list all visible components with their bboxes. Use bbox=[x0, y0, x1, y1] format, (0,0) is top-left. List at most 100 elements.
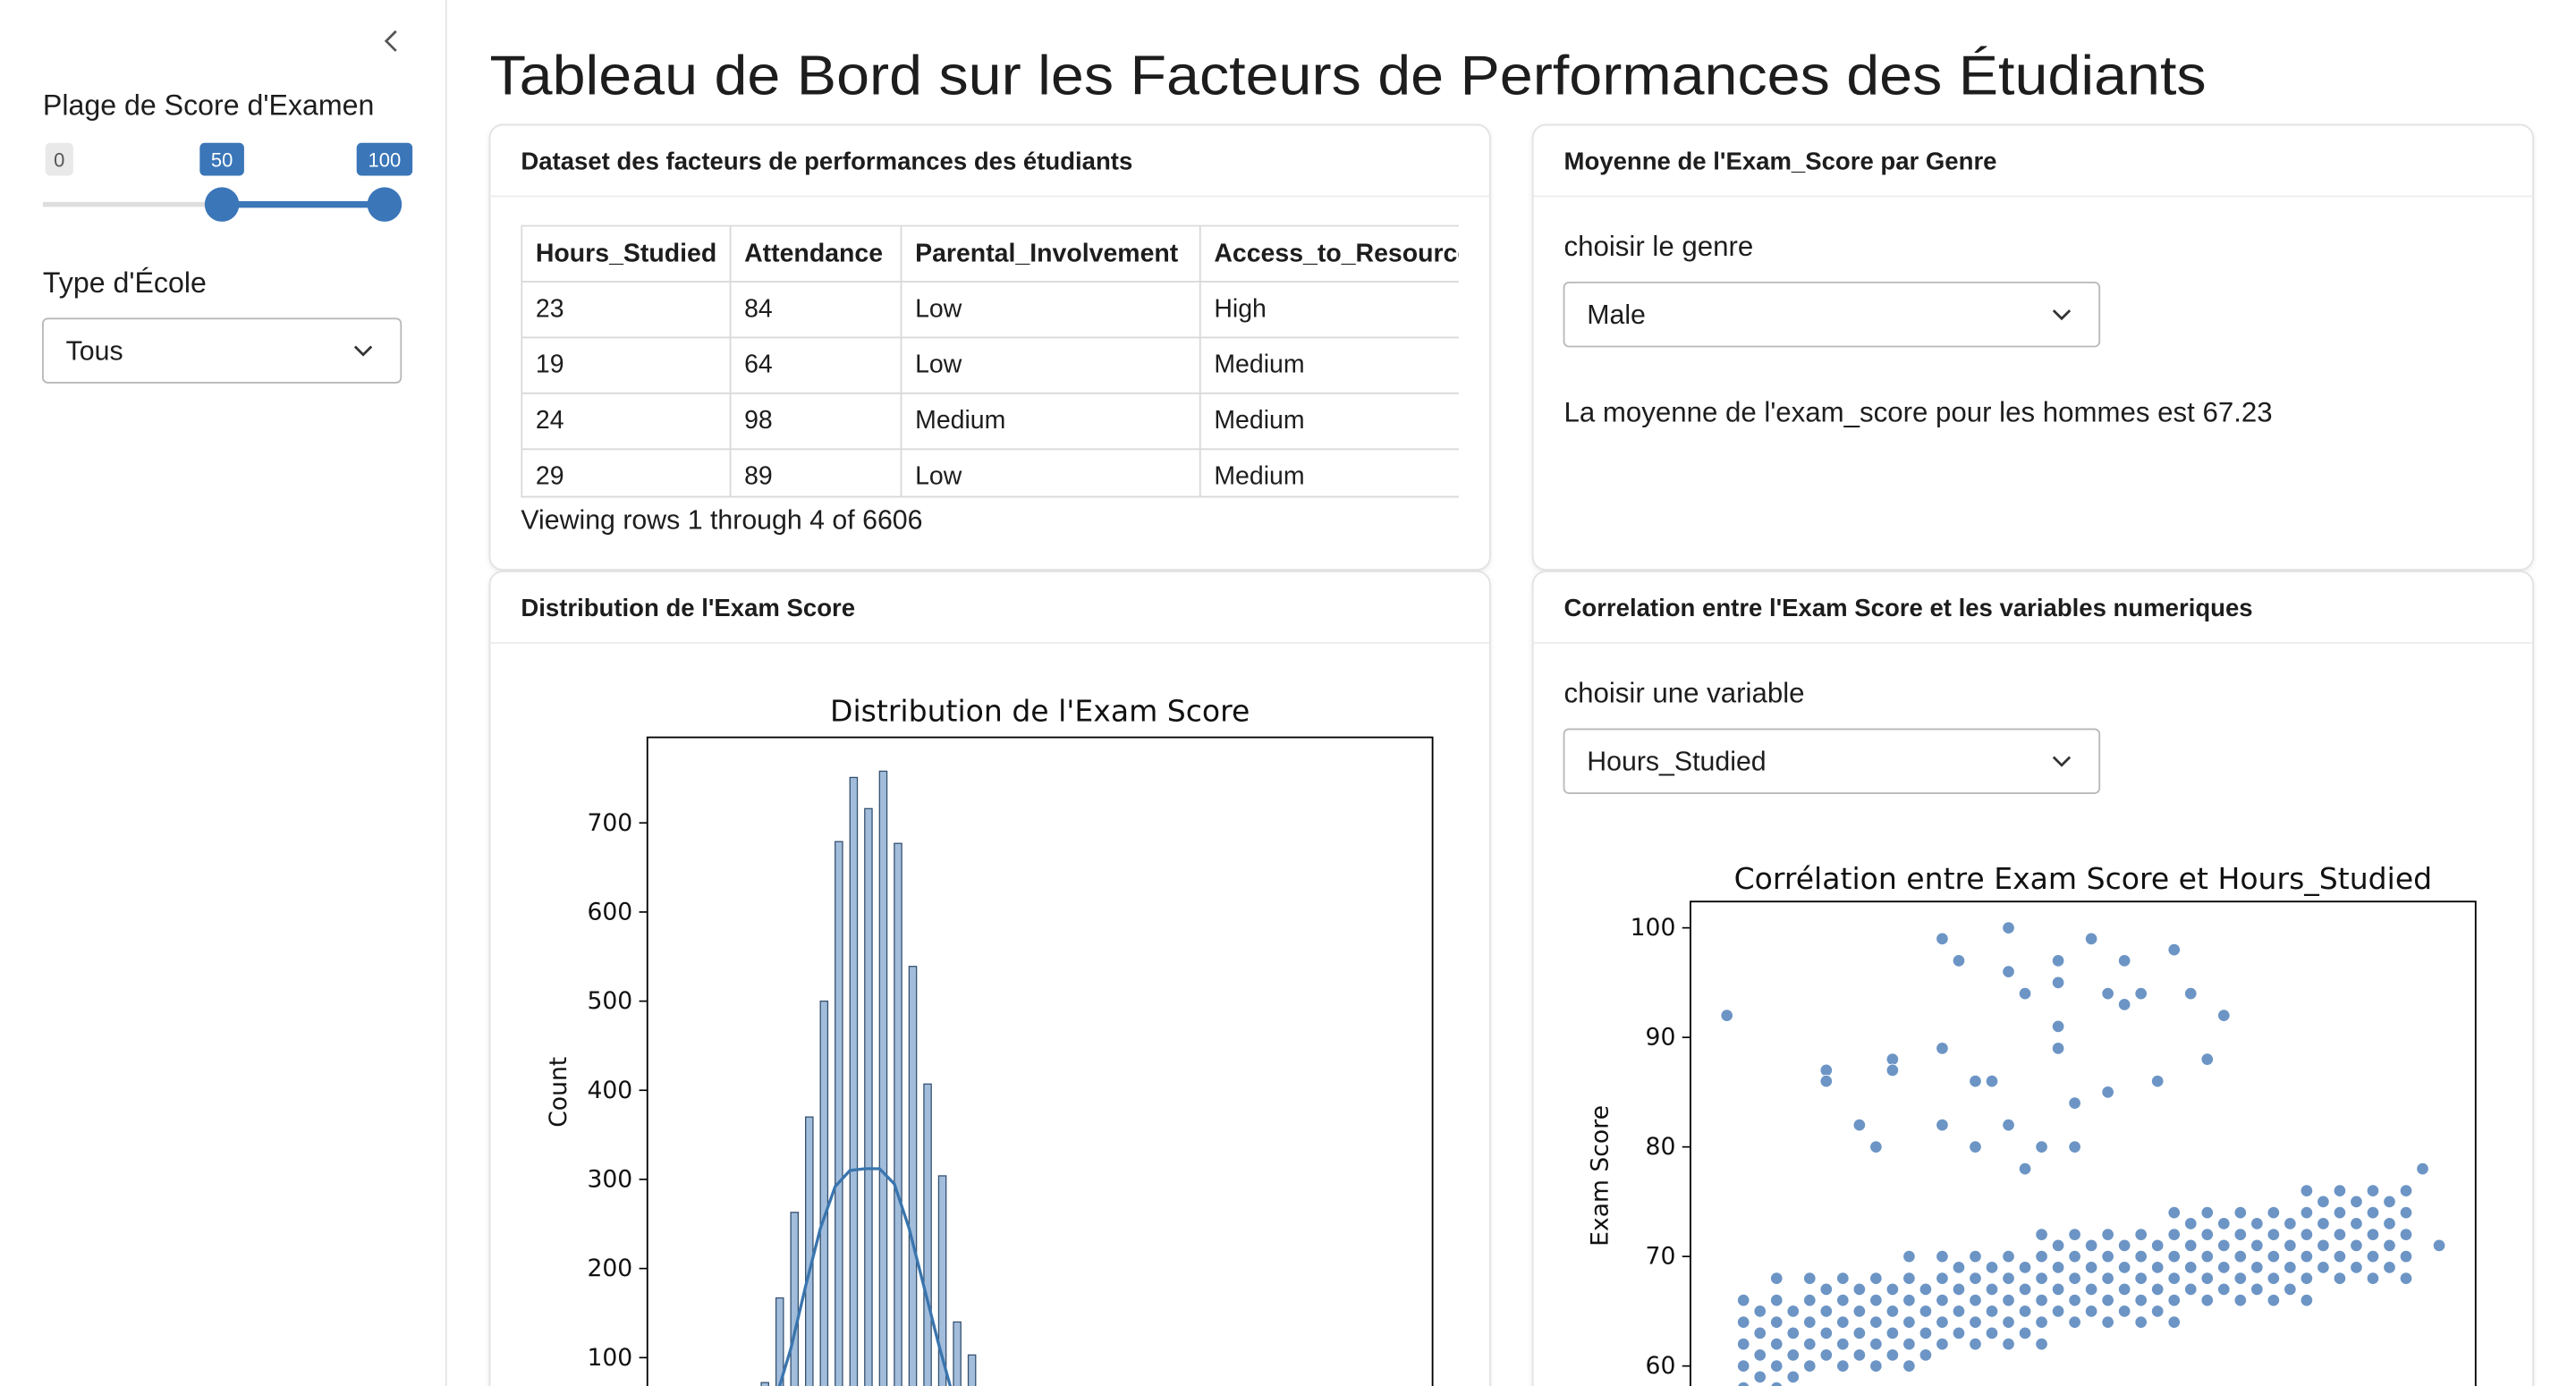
collapse-button[interactable] bbox=[384, 30, 397, 52]
scatter-point bbox=[2416, 1162, 2429, 1176]
scatter-point bbox=[1869, 1315, 1883, 1329]
scatter-point bbox=[2002, 1293, 2015, 1307]
select-box[interactable] bbox=[1563, 281, 2101, 348]
scatter-point bbox=[2134, 1249, 2148, 1263]
scatter-point bbox=[2150, 1238, 2165, 1253]
scatter-point bbox=[2333, 1272, 2347, 1285]
scatter-point bbox=[1819, 1282, 1834, 1297]
scatter-point bbox=[2117, 1305, 2131, 1318]
select-box[interactable] bbox=[1563, 728, 2101, 794]
scatter-point bbox=[2117, 954, 2131, 968]
scatter-point bbox=[1902, 1272, 1916, 1285]
table-cell: 98 bbox=[744, 406, 773, 435]
scatter-point bbox=[1936, 1337, 1949, 1351]
scatter-point bbox=[2035, 1228, 2048, 1241]
scatter-point bbox=[2167, 1205, 2181, 1220]
scatter-point bbox=[1936, 1272, 1949, 1285]
scatter-point bbox=[1753, 1370, 1767, 1384]
select-value[interactable]: Male bbox=[1587, 300, 1646, 330]
card-title: Dataset des facteurs de performances des… bbox=[521, 147, 1132, 174]
scatter-point bbox=[2250, 1217, 2264, 1230]
histogram-bar bbox=[894, 842, 902, 1386]
scatter-point bbox=[1803, 1359, 1817, 1373]
scatter-point bbox=[2117, 1282, 2131, 1297]
scatter-point bbox=[1969, 1074, 1982, 1088]
scatter-point bbox=[2317, 1261, 2330, 1274]
scatter-point bbox=[2068, 1293, 2081, 1307]
scatter-point bbox=[2002, 1118, 2015, 1132]
scatter-point bbox=[2068, 1096, 2081, 1110]
chart-title: Distribution de l'Exam Score bbox=[830, 694, 1250, 729]
scatter-point bbox=[2217, 1009, 2231, 1022]
scatter-point bbox=[1852, 1282, 1867, 1297]
scatter-point bbox=[1936, 1249, 1949, 1263]
table-header: Access_to_Resource bbox=[1214, 240, 1471, 268]
scatter-point bbox=[2002, 1272, 2015, 1285]
scatter-point bbox=[2018, 986, 2032, 1001]
scatter-point bbox=[1819, 1074, 1834, 1088]
scatter-point bbox=[2134, 1272, 2148, 1285]
scatter-point bbox=[1736, 1293, 1750, 1307]
select-value[interactable]: Hours_Studied bbox=[1587, 748, 1766, 777]
scatter-point bbox=[2350, 1195, 2363, 1209]
scatter-point bbox=[1753, 1348, 1767, 1362]
scatter-point bbox=[1869, 1293, 1883, 1307]
select-chevron bbox=[2052, 309, 2072, 321]
y-tick-label: 100 bbox=[1631, 914, 1676, 942]
scatter-point bbox=[1852, 1348, 1867, 1362]
scatter-point bbox=[2383, 1195, 2396, 1209]
select-value[interactable]: Tous bbox=[66, 337, 123, 367]
scatter-point bbox=[1885, 1348, 1900, 1362]
y-tick-label: 90 bbox=[1646, 1024, 1676, 1052]
y-tick-label: 70 bbox=[1646, 1243, 1676, 1271]
select-box[interactable] bbox=[42, 317, 402, 384]
scatter-point bbox=[2317, 1195, 2330, 1209]
scatter-point bbox=[1737, 1381, 1750, 1386]
histogram-bar bbox=[923, 1083, 932, 1386]
y-tick-label: 600 bbox=[587, 898, 632, 925]
scatter-point bbox=[1769, 1315, 1784, 1329]
table-cell: Medium bbox=[1214, 351, 1304, 379]
slider-handle[interactable] bbox=[204, 187, 240, 222]
scatter-point bbox=[2399, 1205, 2413, 1220]
y-axis-label: Exam Score bbox=[1586, 1105, 1614, 1247]
histogram-bar bbox=[790, 1212, 800, 1386]
table-cell: Medium bbox=[1214, 462, 1304, 491]
scatter-point bbox=[2350, 1217, 2363, 1230]
card-title: Correlation entre l'Exam Score et les va… bbox=[1564, 594, 2253, 621]
scatter-point bbox=[2051, 1282, 2065, 1297]
y-tick-label: 500 bbox=[587, 987, 632, 1015]
scatter-point bbox=[1769, 1359, 1784, 1373]
scatter-point bbox=[1852, 1326, 1867, 1340]
scatter-point bbox=[2084, 1305, 2098, 1318]
table-cell: Medium bbox=[915, 406, 1005, 435]
scatter-point bbox=[2134, 1293, 2148, 1307]
card bbox=[488, 570, 1491, 1386]
scatter-point bbox=[2084, 932, 2098, 946]
slider-handle[interactable] bbox=[367, 187, 402, 222]
scatter-point bbox=[2051, 954, 2065, 968]
scatter-point bbox=[2150, 1261, 2165, 1274]
scatter-point bbox=[1720, 1009, 1733, 1022]
plot-area bbox=[760, 770, 977, 1386]
scatter-point bbox=[2284, 1217, 2297, 1230]
scatter-point bbox=[1919, 1282, 1933, 1297]
scatter-point bbox=[2267, 1205, 2281, 1220]
scatter-point bbox=[2018, 1305, 2032, 1318]
scatter-point bbox=[1836, 1359, 1850, 1373]
table-header: Parental_Involvement bbox=[915, 240, 1179, 268]
plot-frame bbox=[1690, 900, 2477, 1386]
scatter-point bbox=[1952, 1282, 1966, 1297]
scatter-point bbox=[2267, 1249, 2281, 1263]
y-tick-label: 400 bbox=[587, 1077, 632, 1104]
scatter-point bbox=[1736, 1359, 1750, 1373]
scatter-point bbox=[2300, 1205, 2314, 1220]
y-tick-label: 100 bbox=[587, 1344, 632, 1372]
scatter-point bbox=[2167, 1293, 2181, 1307]
scatter-point bbox=[1819, 1348, 1834, 1362]
scatter-point bbox=[1902, 1249, 1916, 1263]
table-cell: 24 bbox=[536, 406, 564, 435]
scatter-point bbox=[2035, 1140, 2048, 1154]
scatter-point bbox=[2051, 1042, 2065, 1055]
